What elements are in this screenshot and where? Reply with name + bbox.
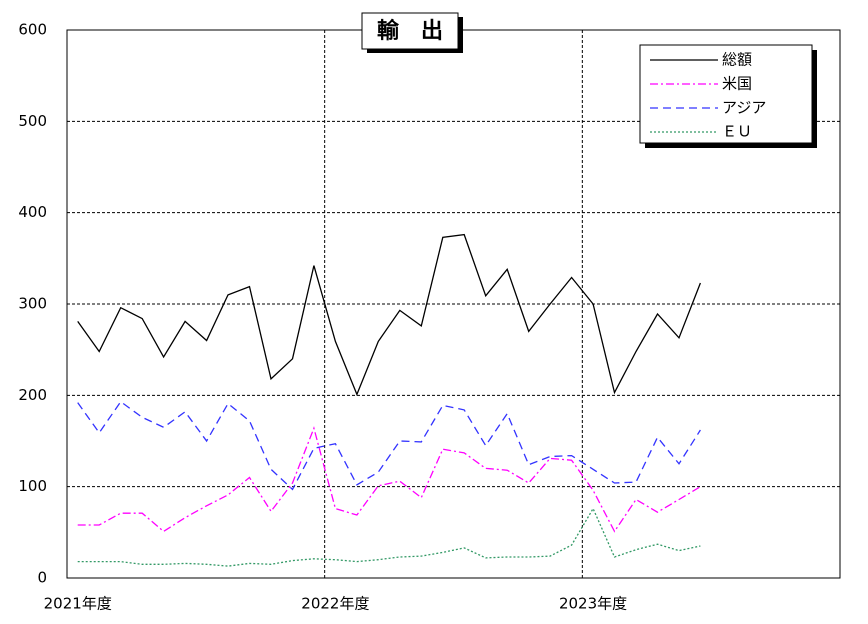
series-line [77,426,701,533]
x-tick-label: 2022年度 [301,595,369,613]
y-tick-label: 100 [18,477,47,495]
legend-label: 総額 [722,51,752,69]
y-tick-label: 300 [18,295,47,313]
legend-label: アジア [722,99,766,117]
lines [77,233,702,567]
legend-label: 米国 [722,75,752,93]
legend-box [639,44,813,144]
legend-label: ＥＵ [722,123,752,141]
series-line [77,233,702,397]
grid [67,30,840,578]
y-tick-label: 200 [18,386,47,404]
y-tick-label: 0 [37,569,47,587]
series-line [77,400,701,491]
x-tick-label: 2021年度 [44,595,112,613]
y-tick-label: 600 [18,21,47,39]
y-tick-label: 400 [18,203,47,221]
x-tick-label: 2023年度 [559,595,627,613]
y-tick-label: 500 [18,112,47,130]
series-line [77,507,701,567]
title-box [361,12,459,50]
chart-title: 輸 出 [377,18,443,44]
